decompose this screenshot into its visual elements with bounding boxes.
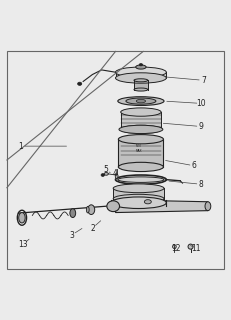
Text: 7: 7 (201, 76, 206, 85)
Polygon shape (113, 188, 164, 199)
Ellipse shape (115, 174, 118, 179)
Ellipse shape (119, 125, 163, 133)
Ellipse shape (118, 162, 164, 172)
Text: 11: 11 (191, 244, 201, 253)
Ellipse shape (78, 82, 82, 85)
Ellipse shape (104, 172, 108, 175)
Ellipse shape (116, 67, 166, 77)
Text: MAX: MAX (135, 149, 142, 153)
Ellipse shape (144, 200, 151, 204)
Ellipse shape (88, 205, 95, 214)
Ellipse shape (101, 174, 104, 176)
Ellipse shape (136, 65, 146, 69)
Polygon shape (116, 72, 166, 78)
Ellipse shape (70, 209, 76, 218)
Text: 6: 6 (191, 161, 197, 170)
Ellipse shape (118, 97, 164, 106)
Text: 10: 10 (196, 99, 206, 108)
Text: 9: 9 (198, 122, 204, 131)
Polygon shape (111, 200, 166, 206)
Ellipse shape (116, 73, 166, 83)
Ellipse shape (107, 201, 120, 212)
Text: 8: 8 (199, 180, 203, 189)
Ellipse shape (126, 98, 156, 104)
Ellipse shape (136, 99, 146, 103)
Ellipse shape (173, 245, 176, 248)
Polygon shape (121, 112, 161, 129)
Text: 5: 5 (104, 165, 109, 174)
Ellipse shape (19, 212, 25, 223)
Ellipse shape (134, 88, 148, 91)
Ellipse shape (134, 79, 148, 82)
Ellipse shape (121, 108, 161, 116)
Ellipse shape (111, 197, 166, 209)
Text: 4: 4 (113, 169, 118, 178)
Ellipse shape (86, 206, 89, 213)
Ellipse shape (113, 184, 164, 193)
Text: MIN: MIN (136, 144, 141, 148)
Ellipse shape (205, 202, 211, 211)
Polygon shape (118, 139, 164, 167)
Text: 13: 13 (18, 240, 28, 249)
Ellipse shape (118, 135, 164, 144)
Ellipse shape (121, 125, 161, 133)
Ellipse shape (113, 194, 164, 203)
Text: 1: 1 (18, 142, 23, 151)
Ellipse shape (188, 244, 193, 249)
Polygon shape (116, 200, 208, 212)
Text: 3: 3 (69, 231, 74, 240)
Polygon shape (134, 80, 148, 90)
Text: 12: 12 (171, 244, 180, 253)
Ellipse shape (118, 177, 164, 182)
Ellipse shape (139, 64, 143, 66)
Text: 2: 2 (90, 224, 95, 233)
